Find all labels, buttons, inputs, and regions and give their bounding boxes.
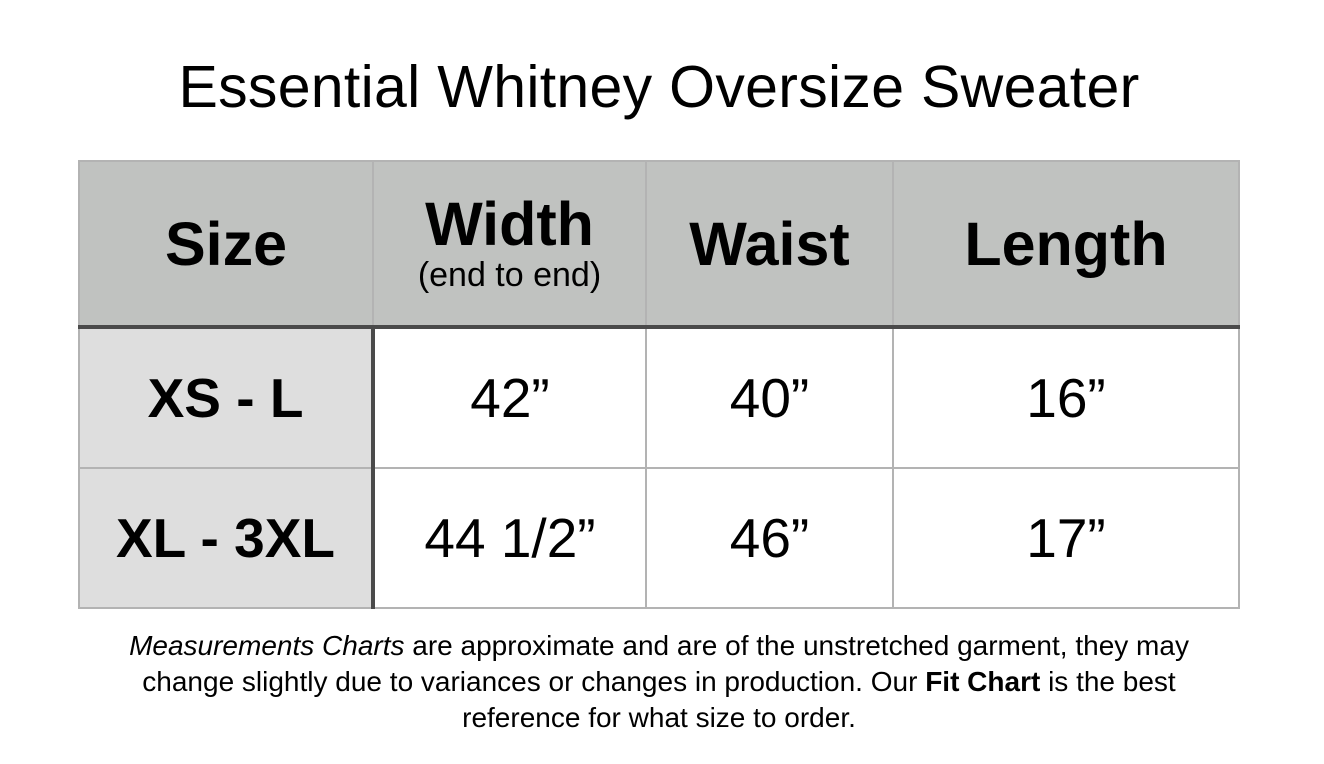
table-row: XS - L 42” 40” 16” [78,326,1240,469]
page-title: Essential Whitney Oversize Sweater [178,54,1140,120]
fit-chart-link[interactable]: Fit Chart [925,666,1041,697]
measurement-note: Measurements Charts are approximate and … [90,628,1228,736]
row-width-cell: 42” [372,326,647,469]
row-waist-cell: 46” [645,467,894,609]
row-size-cell: XS - L [78,326,375,469]
row-size-cell: XL - 3XL [78,467,375,609]
row-length-cell: 16” [892,326,1240,469]
note-italic-lead: Measurements Charts [129,630,405,661]
note-text-part1: are approximate and are of the unstretch… [142,630,1189,697]
table-header-row: Size Width (end to end) Waist Length [78,160,1240,329]
header-width: Width (end to end) [372,160,647,329]
header-width-label: Width [425,189,594,258]
size-chart-table: Size Width (end to end) Waist Length XS … [78,160,1240,609]
row-waist-cell: 40” [645,326,894,469]
note-text-part2: is the best reference for what size to o… [462,666,1176,733]
row-width-cell: 44 1/2” [372,467,647,609]
header-waist: Waist [645,160,894,329]
header-size: Size [78,160,374,329]
row-length-cell: 17” [892,467,1240,609]
header-width-sublabel: (end to end) [417,255,602,294]
table-row: XL - 3XL 44 1/2” 46” 17” [78,467,1240,609]
header-length: Length [892,160,1240,329]
